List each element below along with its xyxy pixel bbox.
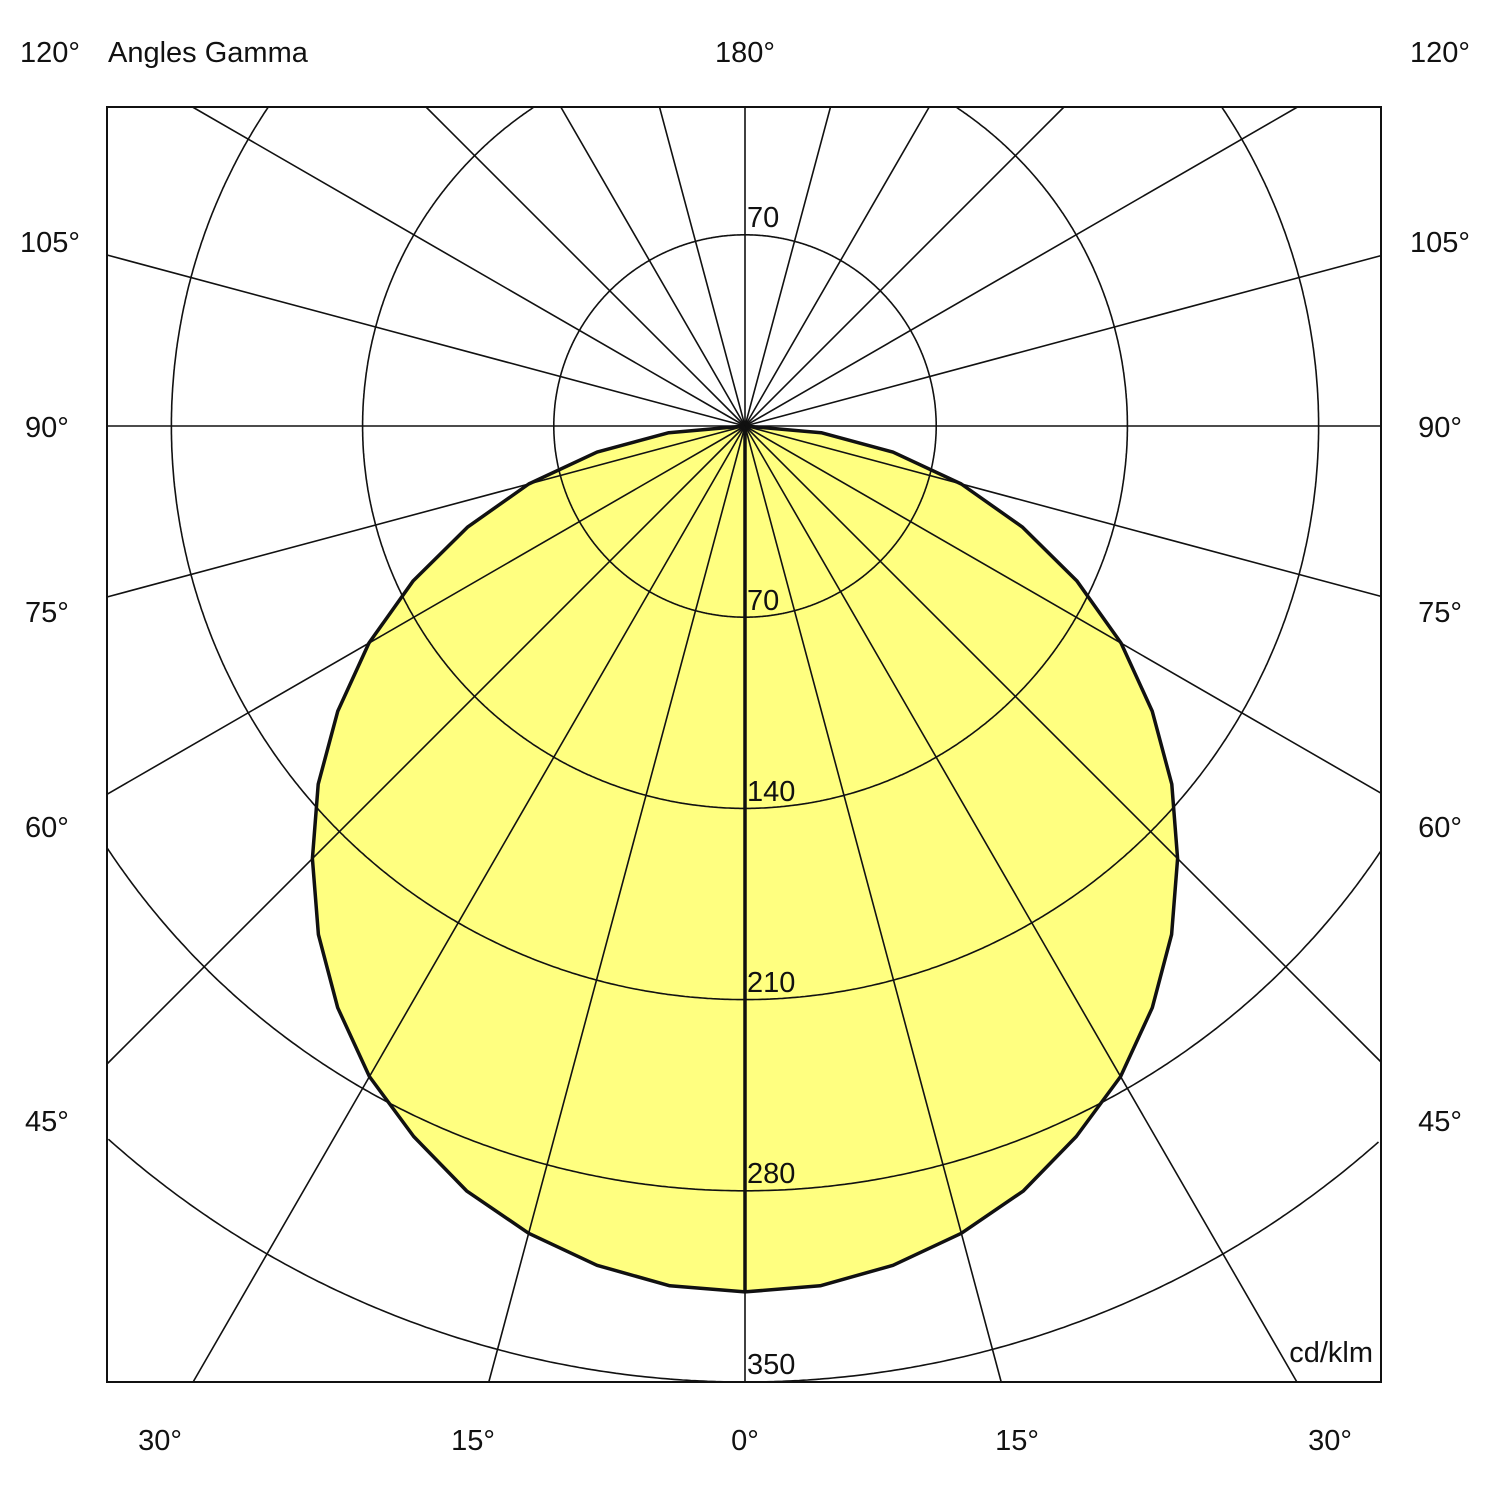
grid-ring xyxy=(955,106,1129,426)
grid-ray xyxy=(106,425,746,795)
left-angle-label: 60° xyxy=(25,812,69,844)
grid-ray xyxy=(744,106,832,427)
grid-ray xyxy=(744,425,1002,1383)
grid-ray xyxy=(744,106,1298,427)
grid-ray xyxy=(744,425,1382,794)
ring-label: 70 xyxy=(747,585,779,617)
grid-ray xyxy=(658,106,746,427)
ring-label: 70 xyxy=(747,202,779,234)
grid-ray xyxy=(744,106,1065,427)
ring-label: 280 xyxy=(747,1158,795,1190)
ring-label: 350 xyxy=(747,1349,795,1381)
grid-ray xyxy=(744,106,930,427)
right-angle-label: 105° xyxy=(1410,227,1470,259)
ring-label: 210 xyxy=(747,967,795,999)
plot-frame xyxy=(106,106,1382,1383)
chart-title: Angles Gamma xyxy=(108,37,309,69)
bottom-angle-label: 30° xyxy=(1308,1425,1352,1457)
right-angle-label: 90° xyxy=(1418,412,1462,444)
top-right-angle-label: 120° xyxy=(1410,37,1470,69)
grid-ring xyxy=(361,106,1129,810)
top-angle-label: 180° xyxy=(715,37,775,69)
grid-ray xyxy=(192,106,746,427)
grid-ray xyxy=(488,425,746,1383)
grid-ray xyxy=(744,254,1382,427)
grid-ray xyxy=(192,425,746,1383)
right-angle-label: 60° xyxy=(1418,812,1462,844)
bottom-angle-label: 30° xyxy=(138,1425,182,1457)
right-angle-label: 45° xyxy=(1418,1106,1462,1138)
grid-ray xyxy=(744,425,1382,1063)
unit-label: cd/klm xyxy=(1289,1337,1373,1369)
ring-label: 140 xyxy=(747,776,795,808)
grid-ray xyxy=(560,106,746,427)
grid-ray xyxy=(744,425,1382,598)
grid-ray xyxy=(425,106,746,427)
grid-ring xyxy=(170,106,1320,1001)
bottom-angle-label: 15° xyxy=(995,1425,1039,1457)
grid-ray xyxy=(106,254,746,427)
bottom-angle-label: 15° xyxy=(451,1425,495,1457)
grid-ray xyxy=(106,425,746,598)
top-left-angle-label: 120° xyxy=(20,37,80,69)
grid-ray xyxy=(106,425,746,1065)
right-angle-label: 75° xyxy=(1418,597,1462,629)
grid-ring xyxy=(106,847,1382,1192)
left-angle-label: 45° xyxy=(25,1106,69,1138)
left-angle-label: 105° xyxy=(20,227,80,259)
left-angle-label: 75° xyxy=(25,597,69,629)
bottom-angle-label: 0° xyxy=(731,1425,759,1457)
left-angle-label: 90° xyxy=(25,412,69,444)
grid-ring xyxy=(1221,106,1320,426)
grid-ray xyxy=(744,425,1298,1383)
